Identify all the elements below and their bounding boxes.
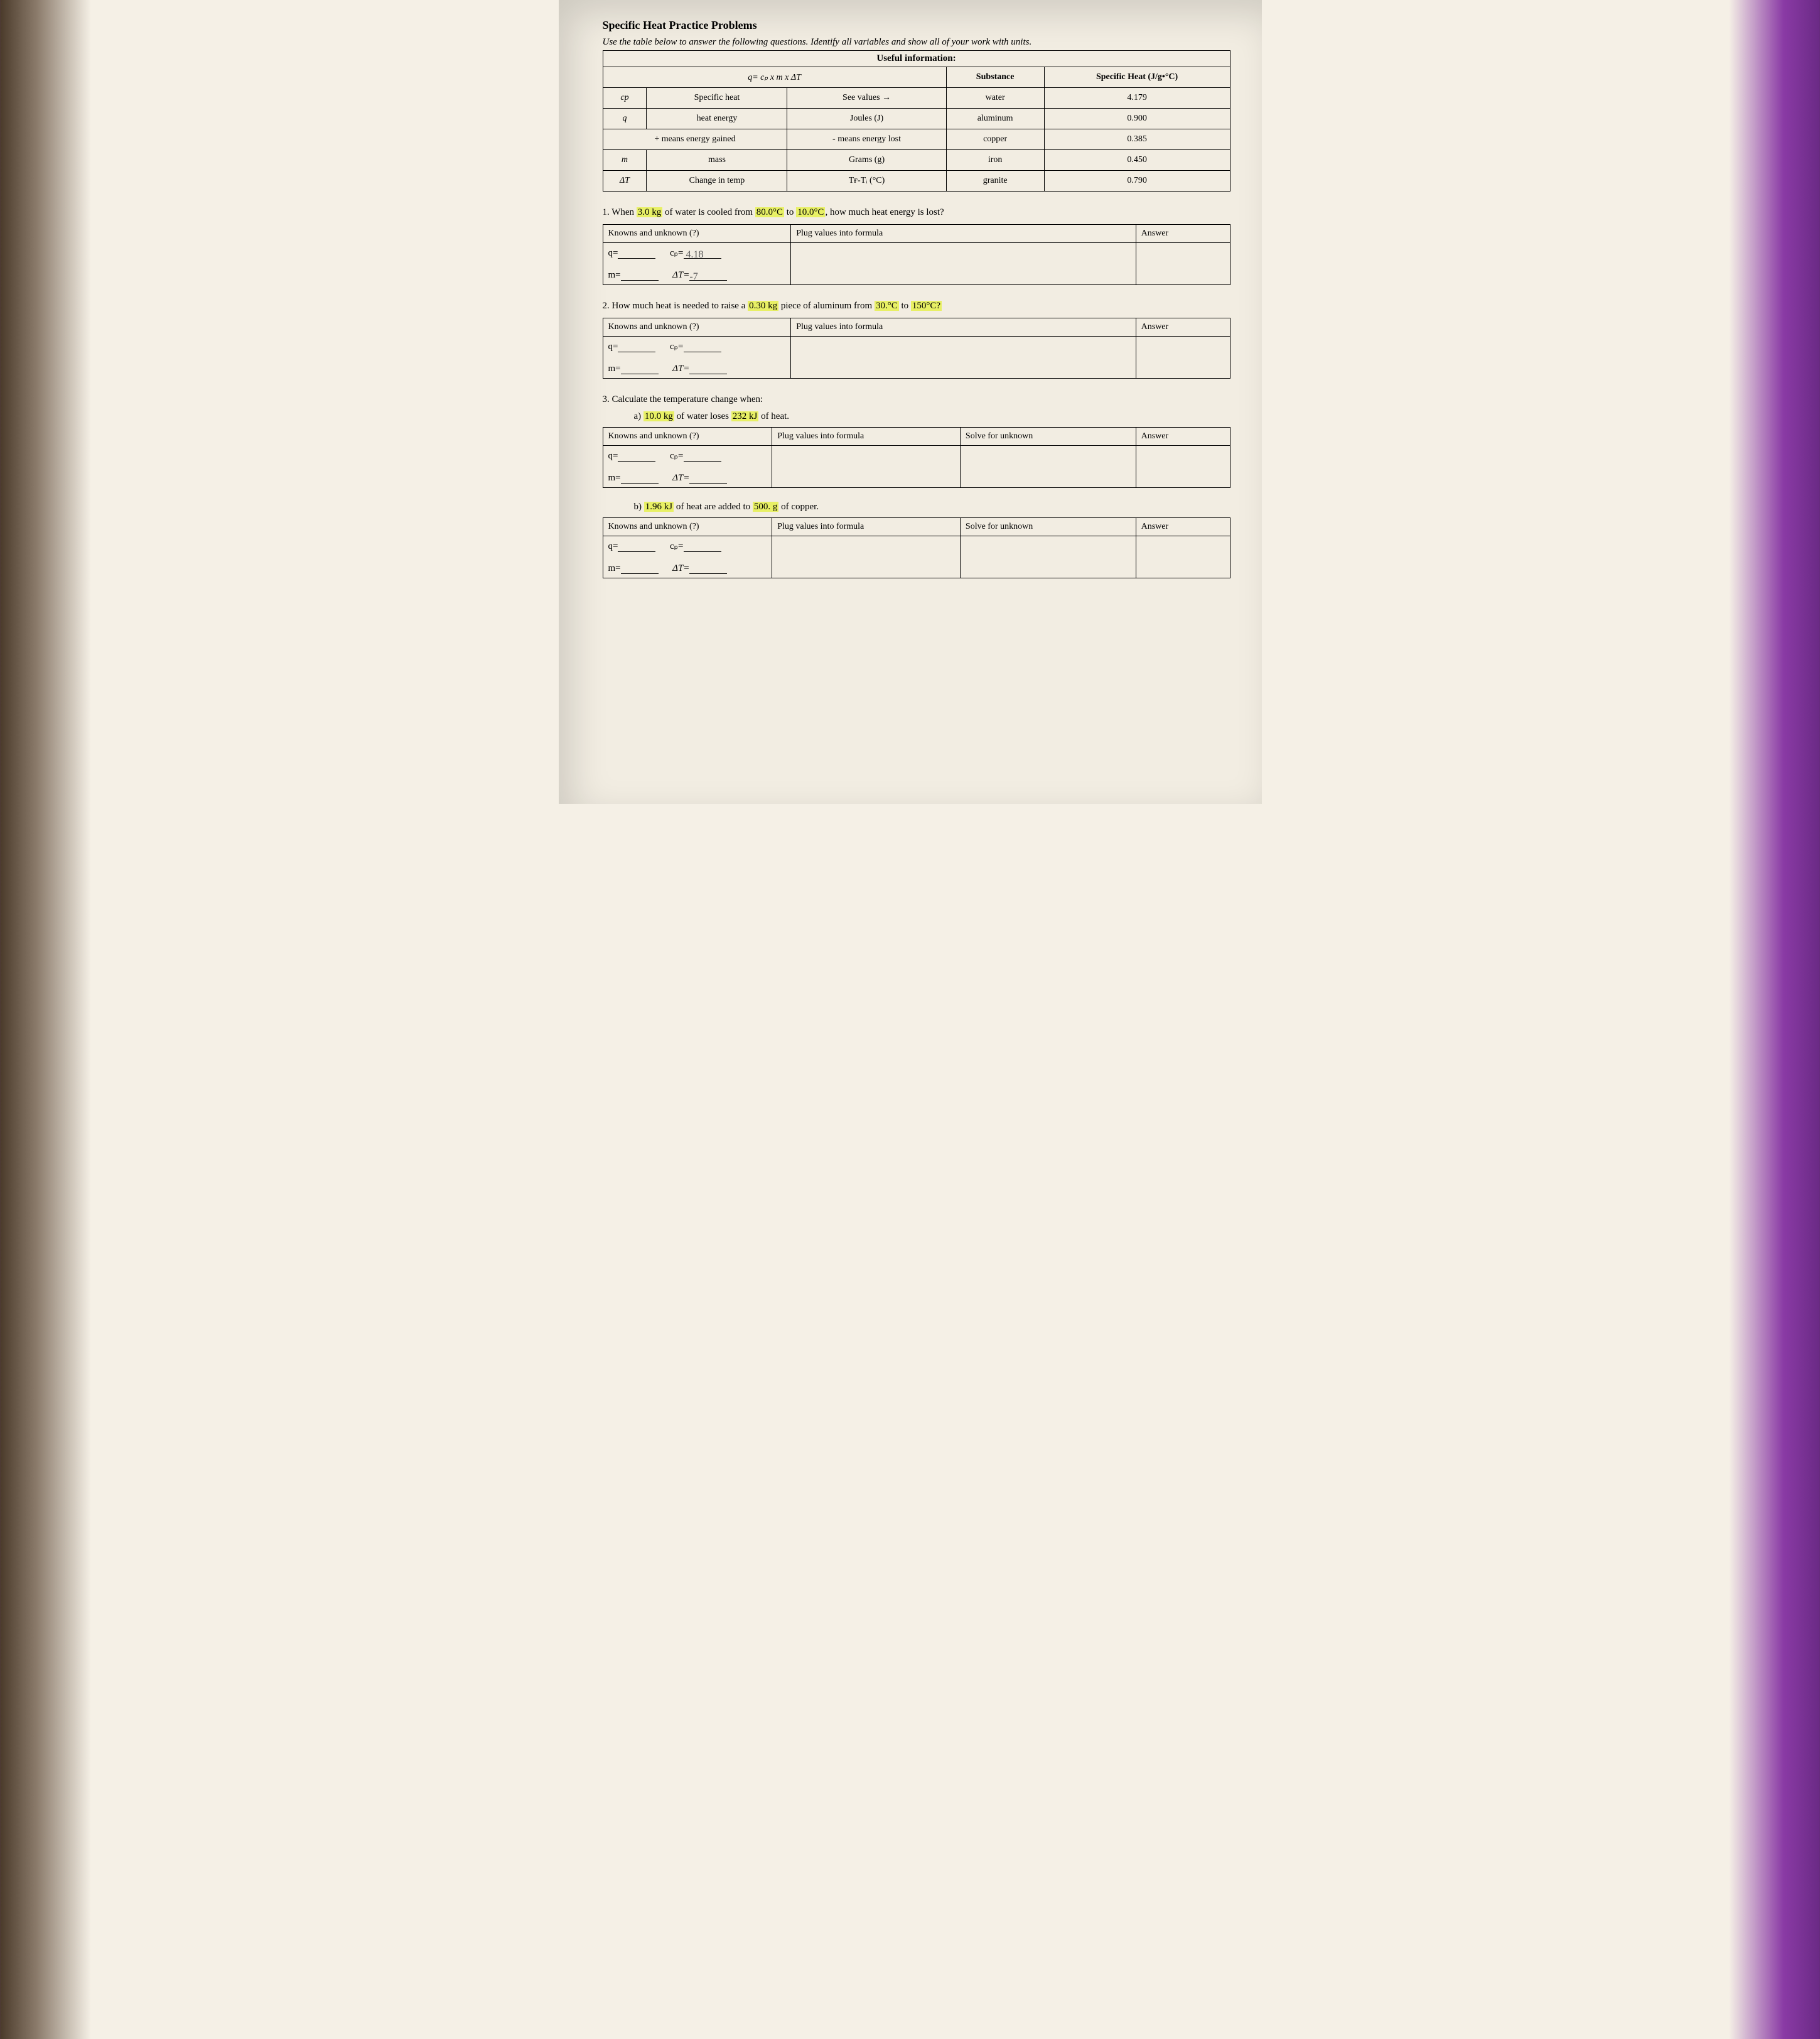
q1-plug (791, 243, 1136, 285)
col-answer: Answer (1136, 225, 1230, 243)
q2-knowns: q= cₚ= m= ΔT= (603, 337, 791, 379)
q3a-work-table: Knowns and unknown (?) Plug values into … (603, 427, 1230, 488)
q3b-knowns: q= cₚ= m= ΔT= (603, 536, 772, 578)
question-1: 1. When 3.0 kg of water is cooled from 8… (603, 207, 1230, 218)
q2-work-table: Knowns and unknown (?) Plug values into … (603, 318, 1230, 379)
info-row: q heat energy Joules (J) aluminum 0.900 (603, 109, 1230, 129)
worksheet-page: Specific Heat Practice Problems Use the … (559, 0, 1262, 804)
col-known: Knowns and unknown (?) (603, 225, 791, 243)
subtitle: Use the table below to answer the follow… (603, 37, 1230, 48)
question-2: 2. How much heat is needed to raise a 0.… (603, 301, 1230, 311)
col-plug: Plug values into formula (791, 225, 1136, 243)
q1-work-table: Knowns and unknown (?) Plug values into … (603, 224, 1230, 285)
info-row: cp Specific heat See values → water 4.17… (603, 88, 1230, 109)
question-3a: a) 10.0 kg of water loses 232 kJ of heat… (603, 411, 1230, 422)
useful-info-header: Useful information: (603, 50, 1230, 67)
q3a-knowns: q= cₚ= m= ΔT= (603, 446, 772, 488)
specific-heat-header: Specific Heat (J/g•°C) (1044, 67, 1230, 88)
question-3b: b) 1.96 kJ of heat are added to 500. g o… (603, 502, 1230, 512)
page-title: Specific Heat Practice Problems (603, 19, 1230, 32)
q2-plug (791, 337, 1136, 379)
formula-cell: q= cₚ x m x ΔT (603, 67, 946, 88)
question-3: 3. Calculate the temperature change when… (603, 394, 1230, 405)
substance-header: Substance (946, 67, 1044, 88)
info-row: ΔT Change in temp Tғ-Tᵢ (°C) granite 0.7… (603, 171, 1230, 192)
q1-knowns: q= cₚ= 4.18 m= ΔT=-7 (603, 243, 791, 285)
q3b-work-table: Knowns and unknown (?) Plug values into … (603, 517, 1230, 578)
info-row: m mass Grams (g) iron 0.450 (603, 150, 1230, 171)
formula-text: q= cₚ x m x ΔT (748, 73, 801, 82)
q2-answer (1136, 337, 1230, 379)
info-row: + means energy gained - means energy los… (603, 129, 1230, 150)
info-table: q= cₚ x m x ΔT Substance Specific Heat (… (603, 67, 1230, 192)
q1-answer (1136, 243, 1230, 285)
